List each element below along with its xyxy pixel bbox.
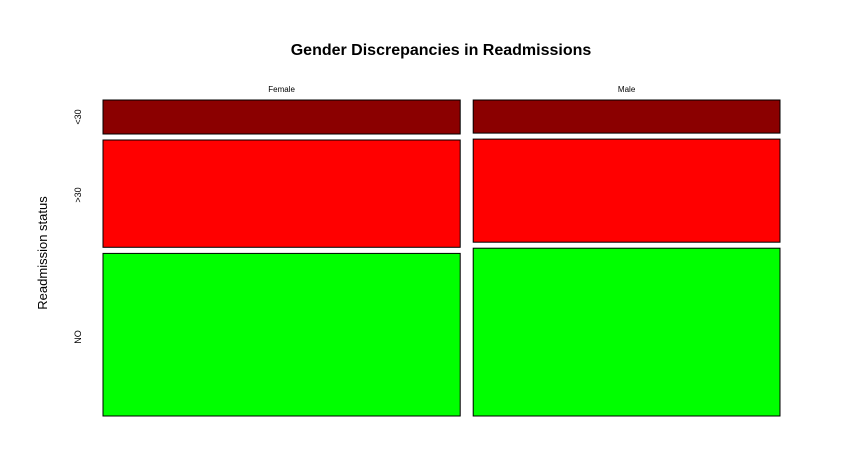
column-label-male: Male bbox=[618, 85, 636, 94]
cell-female-gt30 bbox=[102, 139, 461, 248]
cell-male-gt30 bbox=[472, 138, 781, 243]
row-labels: <30 >30 NO bbox=[73, 109, 83, 343]
cell-female-lt30 bbox=[102, 99, 461, 135]
cell-female-no bbox=[102, 252, 461, 417]
row-label-no: NO bbox=[73, 330, 83, 344]
column-label-female: Female bbox=[268, 85, 295, 94]
cell-male-no bbox=[472, 247, 781, 417]
row-label-gt30: >30 bbox=[73, 187, 83, 202]
chart-title: Gender Discrepancies in Readmissions bbox=[291, 42, 592, 59]
y-axis-label: Readmission status bbox=[35, 196, 50, 310]
column-labels: Female Male bbox=[268, 85, 636, 94]
cell-male-lt30 bbox=[472, 99, 781, 134]
mosaic-cells bbox=[102, 99, 781, 417]
row-label-lt30: <30 bbox=[73, 109, 83, 124]
